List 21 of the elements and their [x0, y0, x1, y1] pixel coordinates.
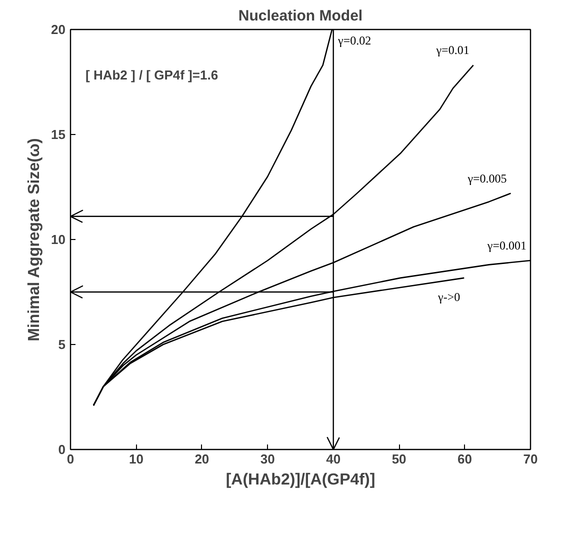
series-label: γ->0: [437, 290, 460, 304]
y-tick-label: 15: [51, 127, 66, 142]
series-label: γ=0.01: [435, 43, 470, 58]
series-label: γ=0.001: [486, 238, 527, 252]
x-axis-title: [A(HAb2)]/[A(GP4f)]: [226, 472, 376, 488]
y-tick-label: 10: [51, 232, 66, 247]
x-tick-label: 30: [260, 452, 275, 466]
x-tick-label: 70: [523, 452, 538, 466]
annotation: [ HAb2 ] / [ GP4f ]=1.6: [86, 68, 218, 82]
series-label: γ=0.02: [337, 34, 372, 48]
y-tick-label: 20: [51, 22, 66, 37]
y-tick-label: 0: [58, 442, 66, 457]
x-tick-label: 50: [392, 452, 406, 466]
series-label: γ=0.005: [466, 171, 507, 186]
x-tick-label: 60: [458, 452, 472, 466]
x-tick-label: 10: [128, 452, 144, 466]
y-tick-label: 5: [58, 337, 66, 352]
x-tick-label: 20: [194, 452, 210, 466]
x-tick-label: 40: [326, 452, 341, 466]
y-axis-title: Minimal Aggregate Size(ω): [26, 138, 44, 342]
chart-title: Nucleation Model: [238, 8, 363, 24]
